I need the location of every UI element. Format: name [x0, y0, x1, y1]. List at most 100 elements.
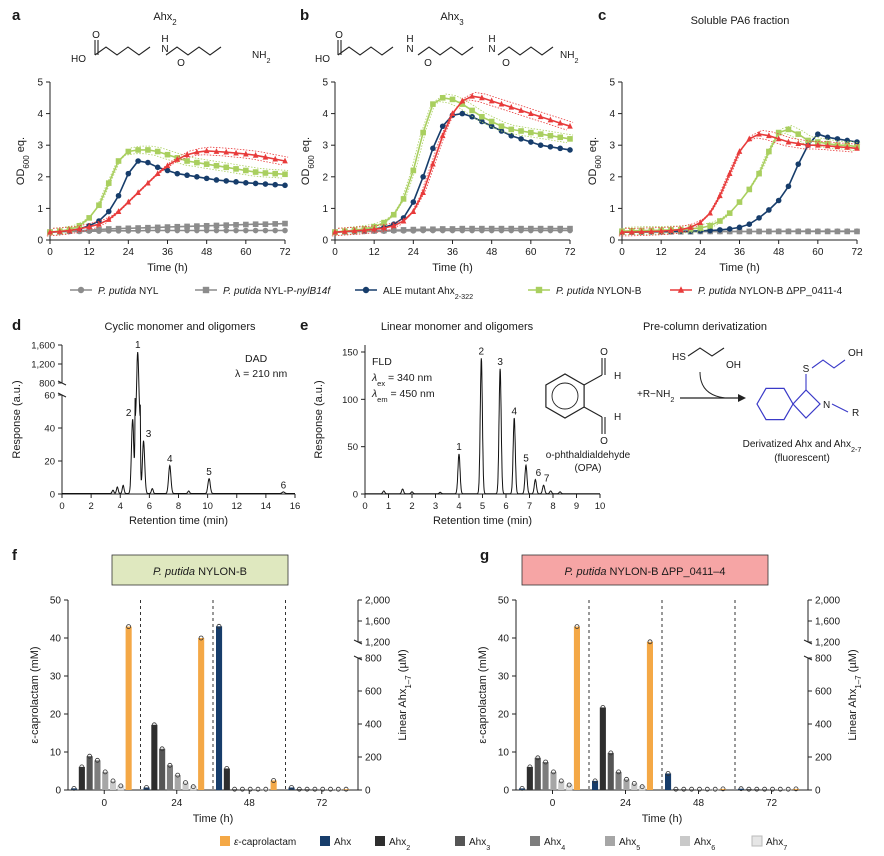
- data-point: [430, 145, 436, 152]
- x-tick-label: 60: [525, 247, 537, 258]
- x-tick-label: 4: [456, 501, 461, 512]
- bar: [216, 626, 223, 791]
- replicate-point: [566, 782, 572, 788]
- replicate-point: [535, 755, 541, 761]
- data-point: [766, 148, 772, 155]
- data-point: [824, 228, 831, 235]
- chem-atom: O: [600, 347, 608, 358]
- data-point: [96, 202, 102, 209]
- x-tick-label: 0: [59, 501, 64, 512]
- data-point: [557, 134, 564, 141]
- x-tick-label: 48: [201, 247, 213, 258]
- data-point: [223, 148, 230, 155]
- data-point: [47, 228, 53, 235]
- legend-swatch: [220, 836, 230, 846]
- data-point: [400, 196, 407, 202]
- data-point: [508, 103, 515, 110]
- chem-atom: H: [161, 34, 168, 45]
- y-tick-label: 2: [37, 172, 43, 183]
- x-tick-label: 60: [240, 247, 252, 258]
- y-tick-label: 4: [37, 109, 43, 120]
- data-point: [145, 159, 151, 166]
- replicate-point: [126, 624, 132, 629]
- bar: [792, 788, 799, 790]
- y-tick-label: 1,200: [815, 638, 840, 649]
- chem-bond: [583, 406, 603, 418]
- data-point: [815, 141, 821, 148]
- data-point: [262, 181, 269, 187]
- replicate-point: [328, 786, 333, 792]
- data-point: [439, 132, 446, 139]
- data-point: [145, 224, 151, 231]
- data-point: [528, 139, 534, 145]
- legend-marker: [77, 286, 85, 294]
- data-point: [469, 225, 475, 232]
- data-point: [420, 129, 426, 136]
- data-point: [252, 151, 259, 158]
- data-point: [203, 161, 210, 167]
- chem-bond: [417, 46, 474, 56]
- data-point: [756, 130, 762, 137]
- replicate-point: [71, 786, 77, 791]
- x-tick-label: 12: [656, 247, 668, 258]
- data-point: [272, 227, 279, 234]
- data-point: [697, 225, 704, 231]
- data-point: [488, 97, 495, 104]
- data-point: [164, 162, 171, 169]
- data-point: [262, 153, 269, 160]
- chem-atom: NH2: [560, 50, 578, 65]
- data-point: [756, 215, 762, 221]
- data-point: [557, 225, 564, 232]
- legend-label: Ahx4: [544, 837, 565, 852]
- bar: [665, 773, 672, 790]
- chem-ring: [792, 389, 821, 419]
- chem-atom: HO: [315, 54, 330, 65]
- data-point: [805, 141, 811, 148]
- replicate-point: [665, 771, 671, 776]
- peak-label: 4: [511, 406, 517, 417]
- reagent-label: +R−NH2: [637, 389, 674, 404]
- y-axis-label: Response (a.u.): [313, 380, 325, 458]
- panel-letter-e: e: [300, 317, 308, 334]
- chem-ring: [756, 387, 794, 421]
- data-point: [439, 226, 446, 232]
- bar: [159, 748, 166, 791]
- data-point: [184, 223, 190, 230]
- data-point: [795, 228, 802, 235]
- data-point: [154, 164, 161, 171]
- y-tick-label: 50: [50, 596, 62, 607]
- panel-letter-g: g: [480, 547, 489, 564]
- data-point: [726, 170, 733, 177]
- legend-label: Ahx7: [766, 837, 787, 852]
- x-tick-label: 0: [619, 247, 625, 258]
- legend-label: P. putida NYLON-B: [556, 286, 642, 297]
- data-point: [567, 225, 573, 232]
- data-point: [677, 226, 684, 232]
- y-tick-label: 0: [609, 236, 615, 247]
- y-axis-label: Response (a.u.): [11, 380, 23, 458]
- x-tick-label: 0: [550, 798, 556, 809]
- peak-label: 6: [536, 468, 542, 479]
- peak-label: 4: [167, 454, 173, 465]
- data-point: [756, 170, 762, 177]
- data-point: [203, 222, 210, 229]
- replicate-point: [167, 762, 173, 768]
- y-tick-label: 800: [815, 654, 832, 665]
- data-point: [795, 131, 802, 137]
- data-point: [508, 126, 515, 133]
- data-point: [213, 148, 220, 154]
- chart-title: Linear monomer and oligomers: [381, 321, 534, 333]
- data-point: [381, 219, 387, 226]
- data-point: [390, 222, 397, 229]
- y-tick-label: 3: [322, 141, 328, 152]
- replicate-point: [770, 786, 775, 792]
- y-tick-label: 30: [50, 672, 62, 683]
- data-point: [479, 94, 485, 101]
- y-axis-label-left: ε-caprolactam (mM): [29, 646, 41, 743]
- series-band: [53, 146, 289, 229]
- bar: [631, 783, 638, 790]
- y-tick-label: 1: [322, 204, 328, 215]
- data-point: [174, 156, 181, 162]
- replicate-point: [271, 778, 277, 783]
- series-band: [331, 99, 568, 237]
